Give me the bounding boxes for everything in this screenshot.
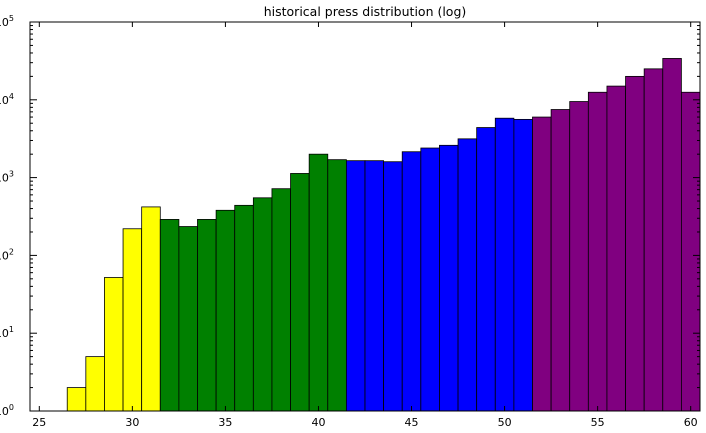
y-tick-label: 100 (0, 403, 14, 418)
bar-3-1 (551, 110, 570, 411)
bar-2-4 (421, 148, 440, 411)
bar-2-6 (458, 139, 477, 411)
x-tick-label: 40 (311, 416, 325, 429)
chart-title: historical press distribution (log) (264, 4, 467, 19)
x-tick-label: 45 (405, 416, 419, 429)
y-tick-label: 101 (0, 325, 14, 340)
x-tick-label: 25 (32, 416, 46, 429)
bar-1-5 (253, 198, 272, 411)
bar-3-7 (663, 58, 682, 411)
bar-0-4 (142, 207, 161, 411)
bar-2-7 (477, 128, 496, 411)
bar-3-4 (607, 86, 626, 411)
bar-1-2 (198, 219, 217, 411)
x-tick-label: 50 (498, 416, 512, 429)
bar-2-8 (495, 118, 514, 411)
bar-2-2 (384, 162, 403, 411)
y-tick-label: 104 (0, 92, 14, 107)
bar-2-9 (514, 119, 533, 411)
bar-1-1 (179, 227, 198, 411)
bar-1-7 (291, 173, 310, 411)
bar-0-0 (67, 388, 86, 411)
bar-3-6 (644, 69, 663, 411)
bar-1-0 (160, 219, 179, 411)
bar-2-1 (365, 161, 384, 411)
bar-0-1 (86, 357, 105, 411)
bar-1-3 (216, 210, 235, 411)
y-tick-label: 103 (0, 170, 14, 185)
bar-1-4 (235, 205, 254, 411)
bar-1-6 (272, 189, 291, 411)
bar-2-5 (439, 145, 458, 411)
x-tick-label: 30 (125, 416, 139, 429)
x-tick-label: 55 (591, 416, 605, 429)
bar-1-9 (328, 160, 347, 411)
x-tick-label: 35 (218, 416, 232, 429)
bar-3-0 (533, 117, 552, 411)
bar-2-0 (346, 161, 365, 411)
bar-0-3 (123, 229, 142, 411)
y-tick-label: 102 (0, 247, 14, 262)
x-tick-label: 60 (684, 416, 698, 429)
bar-0-2 (104, 277, 123, 411)
bars-group (67, 58, 700, 411)
bar-3-3 (588, 92, 607, 411)
bar-3-2 (570, 102, 589, 411)
bar-1-8 (309, 154, 328, 411)
y-tick-label: 105 (0, 14, 14, 29)
bar-3-5 (626, 76, 645, 411)
bar-2-3 (402, 152, 421, 411)
